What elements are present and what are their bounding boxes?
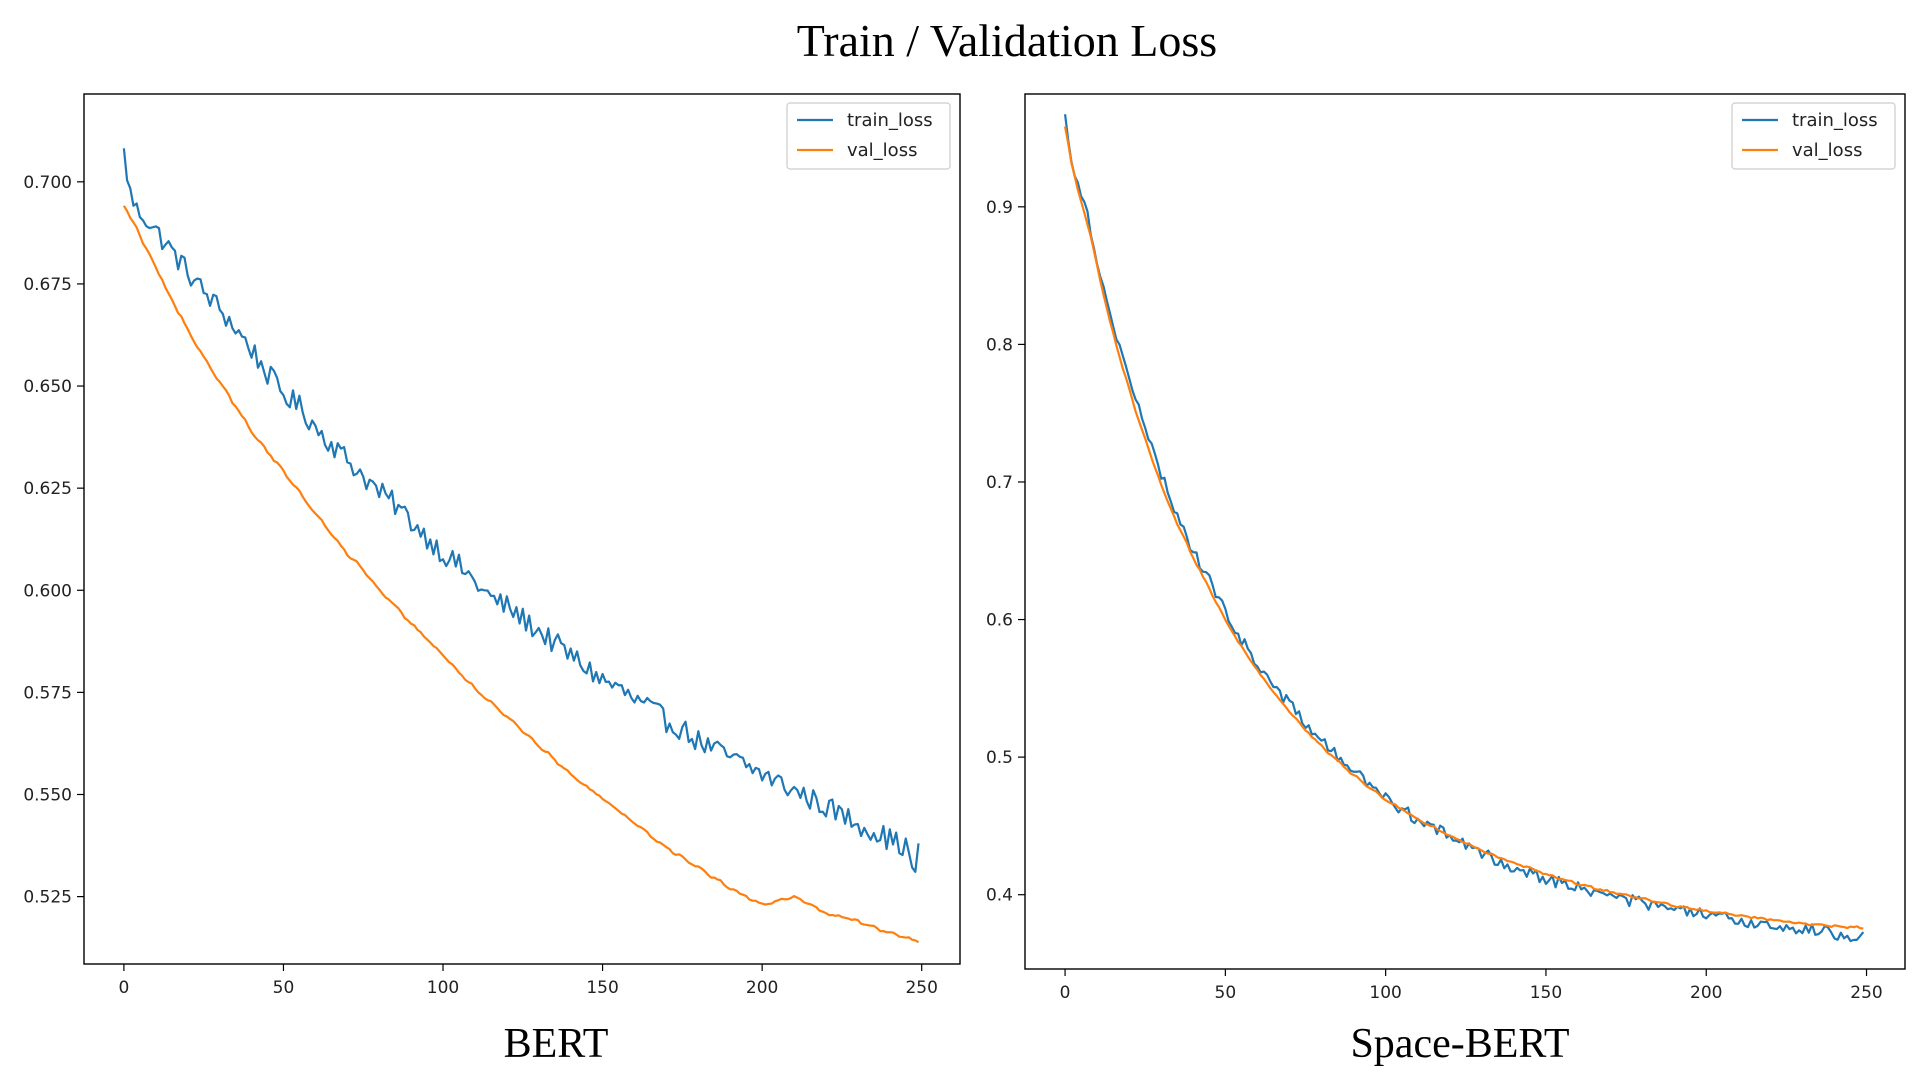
x-tick-label-space-bert-50: 50 — [1215, 983, 1237, 1003]
y-tick-label-space-bert-3: 0.7 — [986, 473, 1013, 493]
series-layer-bert — [122, 148, 920, 944]
legend-space-bert: train_loss val_loss — [1731, 102, 1896, 170]
x-axis-bert: 0 50 100 150 200 250 — [118, 964, 938, 998]
x-tick-label-bert-100: 100 — [427, 978, 459, 998]
legend-label-val-space-bert: val_loss — [1792, 140, 1862, 161]
chart-space-bert: 0 50 100 150 200 250 0.4 0.5 0.6 0.7 0.8 0.9 train… — [986, 93, 1906, 1067]
series-line-train-loss-bert — [122, 148, 920, 873]
x-tick-label-bert-250: 250 — [905, 978, 937, 998]
y-tick-label-bert-7: 0.700 — [23, 173, 72, 193]
x-tick-label-bert-50: 50 — [273, 978, 295, 998]
y-tick-label-space-bert-4: 0.8 — [986, 335, 1013, 355]
y-tick-label-bert-0: 0.525 — [23, 888, 72, 908]
y-tick-label-space-bert-0: 0.4 — [986, 886, 1013, 906]
caption-space-bert: Space-BERT — [1350, 1021, 1569, 1067]
caption-bert: BERT — [504, 1021, 609, 1067]
x-tick-label-bert-200: 200 — [746, 978, 778, 998]
legend-label-train-bert: train_loss — [847, 110, 933, 131]
plot-frame-bert — [83, 93, 961, 965]
y-tick-label-bert-4: 0.625 — [23, 479, 72, 499]
figure-title: Train / Validation Loss — [797, 15, 1217, 66]
series-line-val-loss-space-bert — [1063, 126, 1864, 930]
y-tick-label-bert-6: 0.675 — [23, 275, 72, 295]
x-tick-label-space-bert-250: 250 — [1850, 983, 1882, 1003]
x-tick-label-space-bert-100: 100 — [1369, 983, 1401, 1003]
y-tick-label-bert-3: 0.600 — [23, 581, 72, 601]
legend-label-val-bert: val_loss — [847, 140, 917, 161]
y-tick-label-bert-2: 0.575 — [23, 683, 72, 703]
y-tick-label-space-bert-2: 0.6 — [986, 611, 1013, 631]
x-tick-label-bert-150: 150 — [586, 978, 618, 998]
chart-bert: 0 50 100 150 200 250 0.525 0.550 0.575 0.600 0.62… — [23, 93, 961, 1067]
x-tick-label-space-bert-0: 0 — [1060, 983, 1071, 1003]
y-tick-label-bert-1: 0.550 — [23, 785, 72, 805]
y-tick-label-space-bert-5: 0.9 — [986, 198, 1013, 218]
y-tick-label-space-bert-1: 0.5 — [986, 748, 1013, 768]
y-axis-space-bert: 0.4 0.5 0.6 0.7 0.8 0.9 — [986, 198, 1025, 906]
legend-label-train-space-bert: train_loss — [1792, 110, 1878, 131]
plot-frame-space-bert — [1024, 93, 1906, 970]
legend-bert: train_loss val_loss — [786, 102, 951, 170]
x-axis-space-bert: 0 50 100 150 200 250 — [1060, 969, 1883, 1003]
series-layer-space-bert — [1063, 114, 1865, 943]
x-tick-label-bert-0: 0 — [118, 978, 129, 998]
series-line-val-loss-bert — [122, 205, 920, 944]
x-tick-label-space-bert-200: 200 — [1690, 983, 1722, 1003]
y-tick-label-bert-5: 0.650 — [23, 377, 72, 397]
series-line-train-loss-space-bert — [1063, 114, 1865, 943]
x-tick-label-space-bert-150: 150 — [1530, 983, 1562, 1003]
y-axis-bert: 0.525 0.550 0.575 0.600 0.625 0.650 0.675 0.700 — [23, 173, 84, 908]
